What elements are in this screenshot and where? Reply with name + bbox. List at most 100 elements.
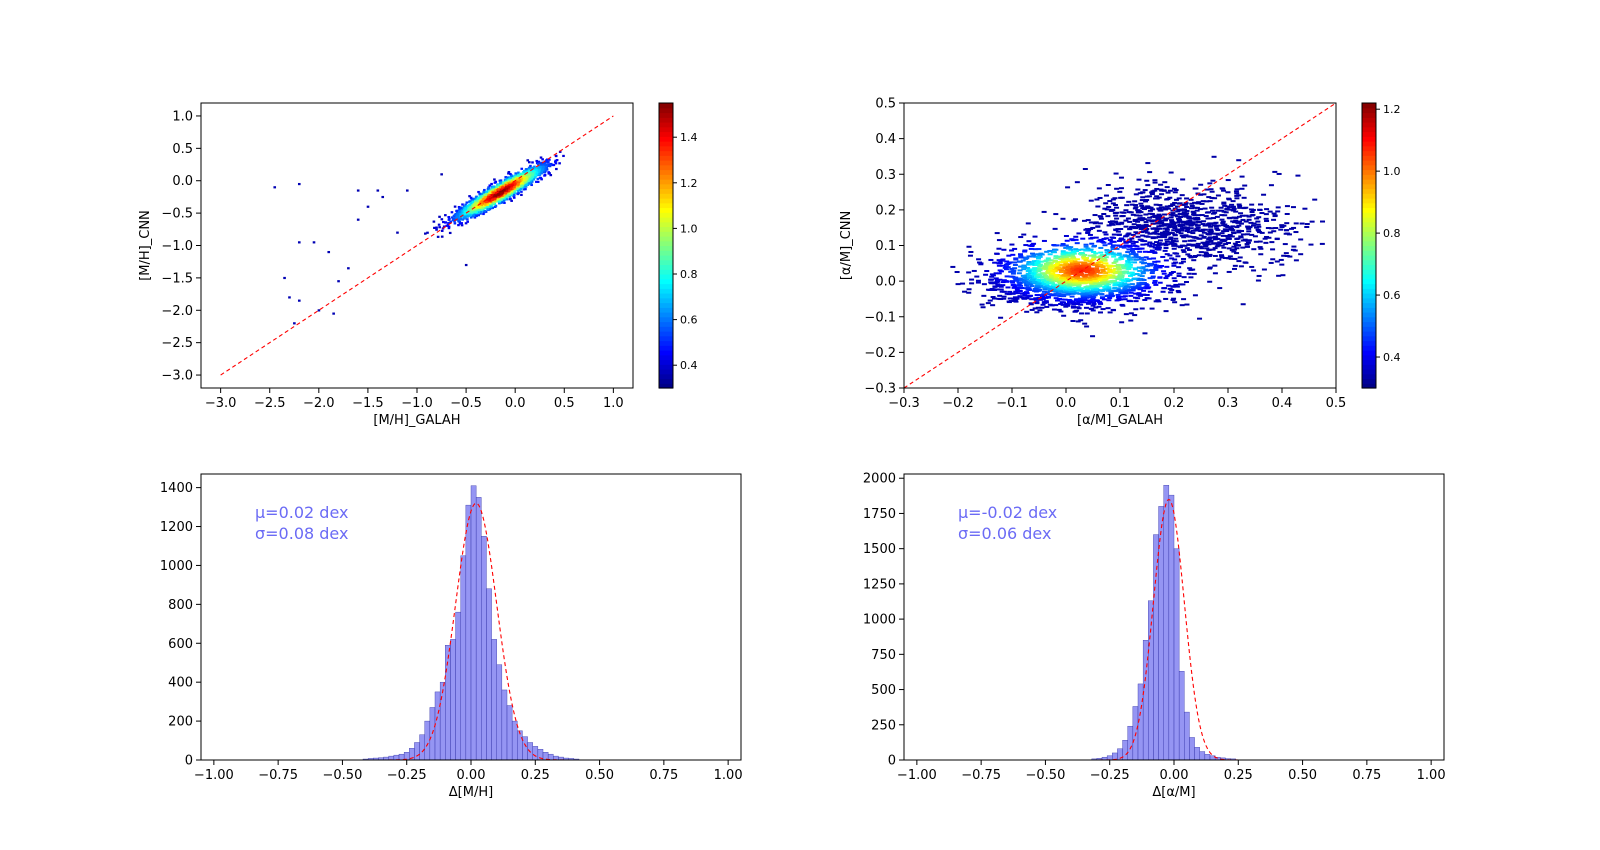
density-cell: [974, 275, 980, 278]
density-cell: [1049, 282, 1055, 285]
density-cell: [488, 189, 492, 192]
density-cell: [1118, 238, 1124, 241]
density-cell: [1000, 258, 1006, 261]
density-cell: [1184, 197, 1190, 200]
colorbar-segment: [659, 312, 673, 318]
density-cell: [1208, 188, 1214, 191]
density-cell: [1036, 268, 1042, 271]
density-cell: [1039, 281, 1045, 284]
density-cell: [509, 197, 512, 200]
density-cell: [1147, 290, 1153, 293]
y-tick-label: −0.5: [161, 207, 193, 222]
density-cell: [444, 214, 447, 217]
density-cell: [520, 190, 523, 193]
density-cell: [1140, 266, 1146, 269]
density-cell: [1078, 261, 1084, 264]
density-cell: [1234, 247, 1240, 250]
density-cell: [1132, 296, 1138, 299]
density-cell: [1111, 255, 1117, 258]
density-cell: [524, 179, 528, 183]
density-cell: [497, 188, 500, 191]
density-cell: [1065, 288, 1071, 291]
density-cell: [520, 167, 524, 170]
density-cell: [1259, 212, 1265, 215]
density-cell: [468, 200, 471, 203]
density-cell: [456, 213, 459, 216]
density-cell: [1134, 214, 1140, 217]
density-cell: [525, 183, 528, 186]
density-cell: [1032, 248, 1038, 251]
y-tick-label: −1.5: [161, 271, 193, 286]
density-cell: [1183, 213, 1189, 216]
density-cell: [1195, 244, 1201, 247]
density-cell: [502, 199, 506, 202]
density-cell: [1102, 207, 1108, 210]
density-cell: [1026, 255, 1032, 258]
density-cell: [1060, 303, 1066, 306]
density-cell: [347, 267, 350, 270]
density-cell: [1035, 279, 1041, 282]
density-cell: [1046, 282, 1052, 285]
density-cell: [1095, 269, 1101, 272]
density-cell: [467, 205, 471, 209]
density-cell: [1195, 242, 1201, 245]
density-cell: [1124, 271, 1130, 274]
density-cell: [1156, 225, 1162, 228]
density-cell: [1082, 282, 1088, 285]
density-cell: [1070, 300, 1076, 303]
density-cell: [468, 203, 471, 206]
density-cell: [455, 209, 459, 212]
density-cell: [1139, 307, 1145, 310]
density-cell: [507, 172, 510, 175]
density-cell: [1223, 243, 1229, 246]
density-cell: [1232, 257, 1238, 260]
density-cell: [1031, 277, 1037, 280]
density-cell: [1104, 284, 1110, 287]
density-cell: [1103, 268, 1109, 271]
density-cell: [1211, 217, 1217, 220]
density-cell: [1143, 200, 1149, 203]
x-tick-label: 0.0: [505, 396, 526, 411]
density-cell: [1147, 209, 1153, 212]
density-cell: [1255, 223, 1261, 226]
density-cell: [1070, 306, 1076, 309]
density-cell: [1009, 292, 1015, 295]
density-cell: [1126, 240, 1132, 243]
colorbar-segment: [659, 283, 673, 289]
density-cell: [1246, 230, 1252, 233]
density-cell: [1291, 245, 1297, 248]
density-cell: [1246, 239, 1252, 242]
density-cell: [553, 160, 557, 163]
density-cell: [1080, 248, 1086, 251]
colorbar-segment: [659, 288, 673, 294]
density-cell: [1125, 251, 1131, 254]
density-cell: [1156, 300, 1162, 303]
density-cell: [1196, 254, 1202, 257]
density-cell: [537, 173, 540, 176]
density-cell: [1133, 193, 1139, 196]
density-cell: [984, 270, 990, 273]
density-cell: [1019, 286, 1025, 289]
density-cell: [440, 173, 443, 176]
density-cell: [1121, 265, 1127, 268]
density-cell: [479, 196, 482, 199]
colorbar-segment: [659, 183, 673, 190]
density-cell: [1181, 212, 1187, 215]
density-cell: [1081, 292, 1087, 295]
density-cell: [1070, 319, 1076, 322]
density-cell: [1197, 317, 1203, 320]
density-cell: [1123, 313, 1129, 316]
density-cell: [1115, 281, 1121, 284]
density-cell: [436, 235, 440, 238]
density-cell: [1044, 276, 1050, 279]
density-cell: [1061, 301, 1067, 304]
density-cell: [1190, 268, 1196, 271]
density-cell: [1117, 276, 1123, 279]
density-cell: [1082, 298, 1088, 301]
density-cell: [1221, 202, 1227, 205]
density-cell: [1279, 226, 1285, 229]
density-cell: [1041, 210, 1047, 213]
density-cell: [1184, 206, 1190, 209]
density-cell: [1139, 231, 1145, 234]
density-cell: [541, 163, 544, 166]
